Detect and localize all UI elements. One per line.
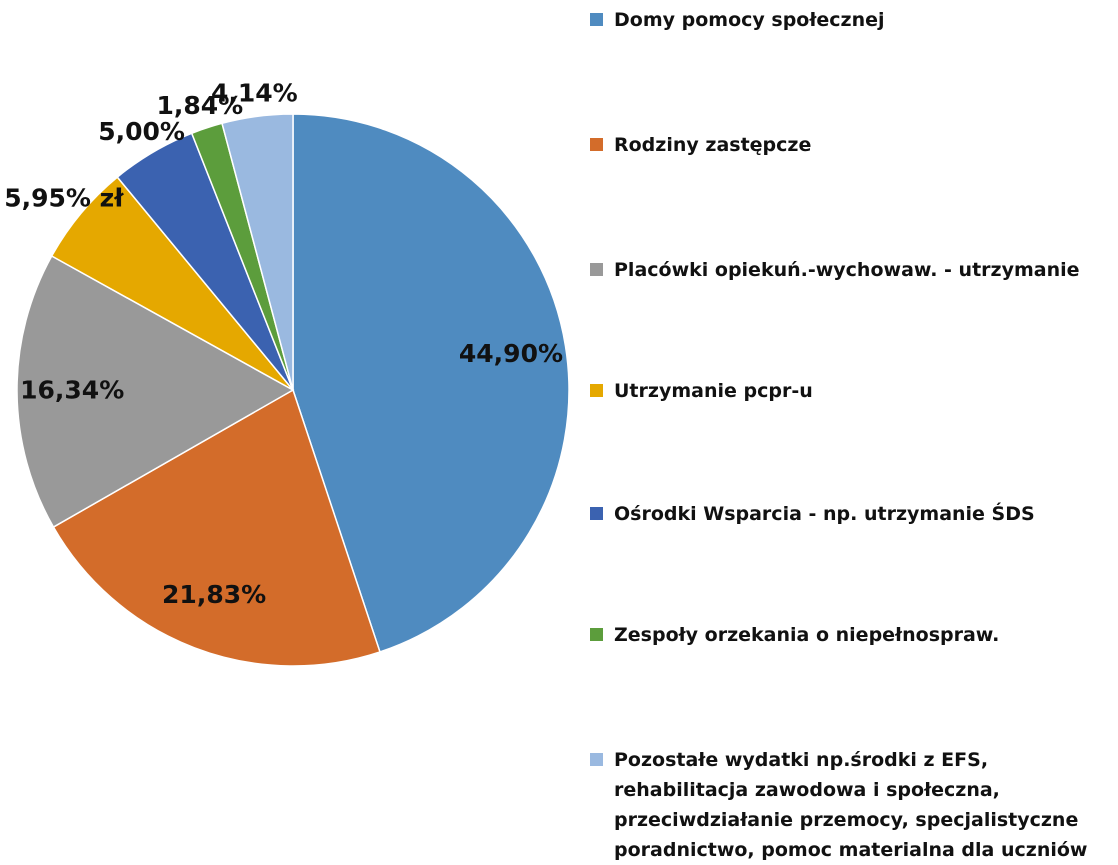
- legend-entry: Pozostałe wydatki np.środki z EFS, rehab…: [590, 745, 1110, 865]
- legend-swatch: [590, 13, 603, 26]
- legend-swatch: [590, 753, 603, 766]
- pie-slice: [52, 388, 381, 667]
- legend-swatch: [590, 628, 603, 641]
- legend-swatch: [590, 507, 603, 520]
- legend-label: Utrzymanie pcpr-u: [614, 380, 813, 402]
- data-label: 1,84%: [156, 91, 243, 120]
- pie-slice: [221, 113, 294, 391]
- data-label: 16,34%: [20, 375, 124, 404]
- legend-label: Zespoły orzekania o niepełnospraw.: [614, 624, 1000, 646]
- pie-slice: [16, 254, 295, 529]
- legend-entry: Placówki opiekuń.-wychowaw. - utrzymanie: [590, 255, 1110, 285]
- legend-swatch: [590, 384, 603, 397]
- legend-entry: Rodziny zastępcze: [590, 130, 1110, 160]
- data-label: 4,14%: [211, 78, 298, 107]
- legend-entry: Ośrodki Wsparcia - np. utrzymanie ŚDS: [590, 499, 1110, 529]
- legend-swatch: [590, 263, 603, 276]
- legend-label: Placówki opiekuń.-wychowaw. - utrzymanie: [614, 259, 1080, 281]
- legend-entry: Domy pomocy społecznej: [590, 5, 1110, 35]
- data-label: 44,90%: [459, 339, 563, 368]
- pie-chart: 44,90% 21,83% 16,34% 5,95% zł 5,00%1,84%4,14…: [4, 78, 570, 667]
- legend-label: Ośrodki Wsparcia - np. utrzymanie ŚDS: [614, 503, 1035, 525]
- data-label: 5,95% zł: [4, 183, 124, 212]
- legend-label: Rodziny zastępcze: [614, 134, 812, 156]
- legend-label: Domy pomocy społecznej: [614, 9, 885, 31]
- legend-entry: Zespoły orzekania o niepełnospraw.: [590, 620, 1110, 650]
- legend-swatch: [590, 138, 603, 151]
- data-label: 21,83%: [162, 580, 266, 609]
- legend-entry: Utrzymanie pcpr-u: [590, 376, 1110, 406]
- data-label: 5,00%: [98, 117, 185, 146]
- pie-slice: [292, 113, 570, 653]
- legend-label: Pozostałe wydatki np.środki z EFS, rehab…: [614, 749, 1088, 861]
